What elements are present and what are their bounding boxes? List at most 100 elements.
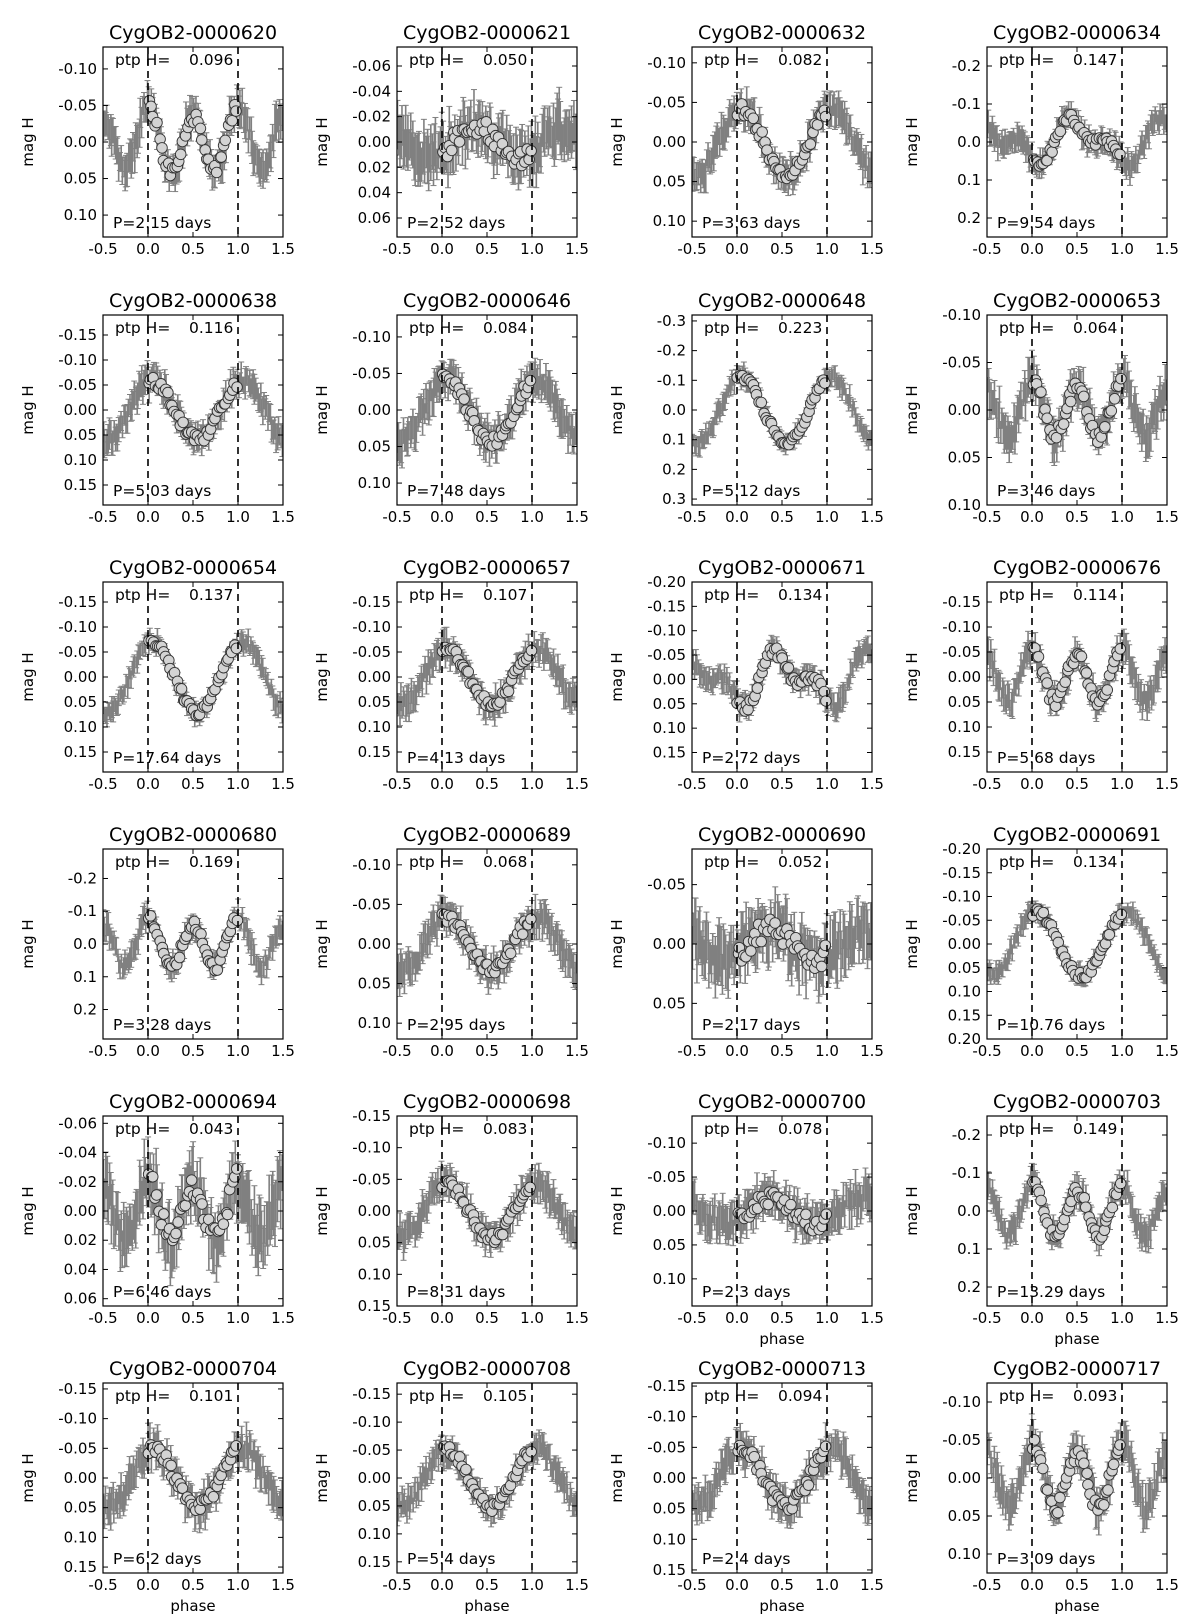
panel-title: CygOB2-0000620 xyxy=(109,22,277,44)
period-label: P=17.64 days xyxy=(113,749,221,767)
data-point xyxy=(458,393,470,405)
data-point xyxy=(230,105,242,117)
data-point xyxy=(1108,393,1121,405)
y-axis-label: mag H xyxy=(313,385,331,434)
x-tick-label: 1.5 xyxy=(271,508,295,526)
data-point xyxy=(453,136,466,148)
ptp-value: 0.084 xyxy=(483,319,527,337)
y-tick-label: 0.10 xyxy=(64,206,97,224)
x-tick-label: 0.5 xyxy=(770,240,794,258)
light-curve-panel: -0.5 0.0 0.5 1.0 1.5 -0.10 -0.05 0.00 0.05 0.10 Cy… xyxy=(19,22,295,258)
y-tick-label: -0.05 xyxy=(352,364,391,382)
errorbar-series xyxy=(397,626,577,727)
y-axis-label: mag H xyxy=(19,652,37,701)
period-label: P=7.48 days xyxy=(407,482,505,500)
y-tick-label: -0.10 xyxy=(942,306,981,324)
ptp-value: 0.082 xyxy=(778,51,822,69)
y-tick-label: 0.06 xyxy=(358,209,391,227)
y-tick-label: -0.1 xyxy=(657,371,686,389)
marker-series xyxy=(731,369,831,451)
y-tick-label: -0.3 xyxy=(657,312,686,330)
x-tick-label: 1.5 xyxy=(271,240,295,258)
y-axis-label: mag H xyxy=(903,385,921,434)
x-tick-label: 1.0 xyxy=(226,775,250,793)
light-curve-panel: -0.5 0.0 0.5 1.0 1.5-0.15-0.10-0.050.000.050… xyxy=(313,557,589,793)
data-point xyxy=(1099,421,1111,433)
y-tick-label: -0.05 xyxy=(647,93,686,111)
data-point xyxy=(524,374,537,387)
x-tick-label: -0.5 xyxy=(88,775,117,793)
y-tick-label: 0.00 xyxy=(64,668,97,686)
ptp-value: 0.116 xyxy=(189,319,233,337)
x-tick-label: 1.0 xyxy=(226,240,250,258)
y-axis-label: mag H xyxy=(903,117,921,166)
x-tick-label: 1.0 xyxy=(815,508,839,526)
x-tick-label: 0.5 xyxy=(1065,240,1089,258)
ptp-label: ptp H= xyxy=(704,51,759,69)
data-point xyxy=(219,134,232,147)
data-point xyxy=(210,166,223,179)
y-tick-label: -0.10 xyxy=(352,328,391,346)
data-point xyxy=(226,114,238,127)
x-tick-label: 0.5 xyxy=(181,775,205,793)
data-point xyxy=(1115,372,1127,385)
y-tick-label: 0.00 xyxy=(358,401,391,419)
x-tick-label: 0.5 xyxy=(1065,508,1089,526)
data-point xyxy=(756,126,768,138)
x-tick-label: -0.5 xyxy=(382,240,411,258)
data-point xyxy=(1041,154,1053,167)
y-tick-label: -0.10 xyxy=(58,351,97,369)
data-layer xyxy=(397,357,577,469)
data-point xyxy=(445,144,458,157)
y-tick-label: 0.10 xyxy=(358,474,391,492)
data-point xyxy=(1077,390,1090,403)
y-tick-label: 0.15 xyxy=(64,743,97,761)
period-label: P=5.12 days xyxy=(702,482,800,500)
y-tick-label: -0.05 xyxy=(58,643,97,661)
marker-series xyxy=(1027,372,1127,448)
data-layer xyxy=(397,626,577,727)
y-tick-label: -0.05 xyxy=(58,96,97,114)
ptp-label: ptp H= xyxy=(115,51,170,69)
panel-title: CygOB2-0000653 xyxy=(993,290,1161,312)
marker-series xyxy=(437,116,537,172)
x-tick-label: 1.5 xyxy=(1155,240,1179,258)
y-tick-label: 0.00 xyxy=(948,401,981,419)
ptp-label: ptp H= xyxy=(999,51,1054,69)
light-curve-panel: -0.5 0.0 0.5 1.0 1.5 -0.10 -0.05 0.00 0.05 0.10 Cy… xyxy=(903,290,1179,526)
data-point xyxy=(1105,405,1118,417)
y-tick-label: 0.00 xyxy=(653,133,686,151)
data-point xyxy=(230,642,243,655)
x-tick-label: 0.5 xyxy=(475,240,499,258)
period-label: P=5.03 days xyxy=(113,482,211,500)
y-tick-label: 0.10 xyxy=(64,718,97,736)
x-tick-label: 1.0 xyxy=(226,508,250,526)
x-tick-label: 1.0 xyxy=(520,508,544,526)
data-point xyxy=(1041,412,1053,425)
y-tick-label: 0.05 xyxy=(358,438,391,456)
marker-series xyxy=(731,98,832,185)
data-point xyxy=(1064,395,1077,408)
x-tick-label: 0.0 xyxy=(430,508,454,526)
ptp-label: ptp H= xyxy=(115,586,170,604)
data-layer xyxy=(103,360,283,459)
y-tick-label: 0.0 xyxy=(957,133,981,151)
panel-title: CygOB2-0000646 xyxy=(403,290,571,312)
x-tick-label: 0.0 xyxy=(1020,508,1044,526)
y-tick-label: 0.00 xyxy=(64,401,97,419)
x-tick-label: 0.0 xyxy=(430,240,454,258)
y-tick-label: 0.05 xyxy=(64,426,97,444)
y-tick-label: 0.04 xyxy=(358,184,391,202)
light-curve-panel: -0.5 0.0 0.5 1.0 1.5-0.15-0.10-0.050.000.050… xyxy=(19,557,295,793)
ptp-value: 0.147 xyxy=(1073,51,1117,69)
x-tick-label: 1.5 xyxy=(860,508,884,526)
x-tick-label: -0.5 xyxy=(88,240,117,258)
light-curve-panel: -0.5 0.0 0.5 1.0 1.5-0.15-0.10-0.050.000.050… xyxy=(19,290,295,526)
x-tick-label: -0.5 xyxy=(677,508,706,526)
data-point xyxy=(1046,146,1058,158)
y-tick-label: -0.2 xyxy=(657,342,686,360)
y-tick-label: -0.10 xyxy=(58,60,97,78)
data-point xyxy=(174,148,187,161)
data-point xyxy=(747,112,760,125)
